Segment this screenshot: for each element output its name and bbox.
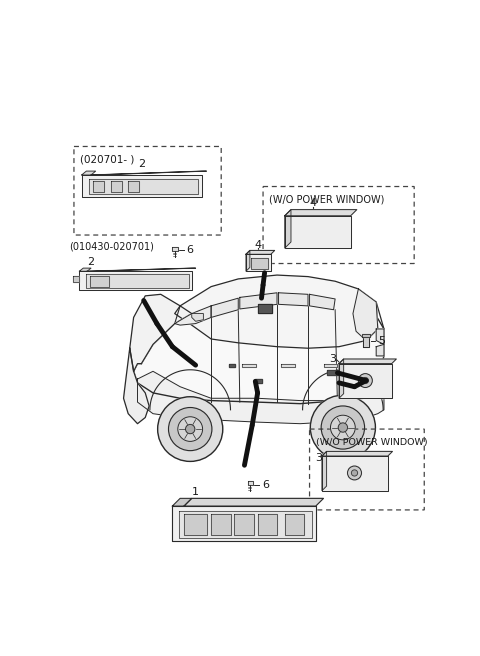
Polygon shape bbox=[281, 363, 295, 367]
Polygon shape bbox=[73, 276, 79, 282]
Text: 1: 1 bbox=[192, 487, 199, 497]
Polygon shape bbox=[322, 451, 326, 491]
Circle shape bbox=[359, 374, 372, 388]
Polygon shape bbox=[285, 210, 357, 216]
Text: 2: 2 bbox=[87, 257, 95, 267]
Polygon shape bbox=[229, 363, 235, 367]
Polygon shape bbox=[310, 295, 335, 310]
Text: (010430-020701): (010430-020701) bbox=[69, 241, 154, 252]
Polygon shape bbox=[128, 181, 139, 192]
Text: (W/O POWER WINDOW): (W/O POWER WINDOW) bbox=[269, 194, 384, 204]
Polygon shape bbox=[79, 271, 192, 291]
Polygon shape bbox=[258, 514, 277, 535]
Polygon shape bbox=[85, 274, 189, 288]
Polygon shape bbox=[339, 363, 392, 398]
Text: 5: 5 bbox=[378, 335, 385, 346]
Polygon shape bbox=[172, 247, 178, 251]
Polygon shape bbox=[376, 344, 384, 356]
Text: 6: 6 bbox=[187, 245, 194, 255]
Polygon shape bbox=[234, 514, 254, 535]
Polygon shape bbox=[285, 210, 291, 248]
Polygon shape bbox=[240, 293, 277, 309]
Polygon shape bbox=[255, 379, 262, 383]
Polygon shape bbox=[246, 251, 275, 255]
Polygon shape bbox=[133, 296, 384, 403]
Polygon shape bbox=[192, 314, 204, 321]
Text: 4: 4 bbox=[310, 199, 317, 209]
Polygon shape bbox=[211, 298, 238, 318]
Polygon shape bbox=[179, 510, 312, 538]
Polygon shape bbox=[90, 276, 109, 287]
Circle shape bbox=[178, 417, 203, 441]
Polygon shape bbox=[175, 275, 378, 348]
Polygon shape bbox=[246, 255, 271, 271]
Polygon shape bbox=[258, 304, 272, 313]
Text: 2: 2 bbox=[138, 159, 145, 169]
Polygon shape bbox=[175, 306, 211, 325]
Polygon shape bbox=[363, 337, 369, 346]
Polygon shape bbox=[278, 293, 308, 306]
Polygon shape bbox=[339, 359, 344, 398]
Circle shape bbox=[168, 407, 212, 451]
Polygon shape bbox=[248, 481, 253, 485]
Polygon shape bbox=[184, 514, 207, 535]
Polygon shape bbox=[91, 171, 206, 175]
Polygon shape bbox=[82, 175, 202, 197]
Polygon shape bbox=[89, 179, 198, 194]
Text: 6: 6 bbox=[262, 480, 269, 489]
Text: 3: 3 bbox=[329, 354, 336, 364]
Polygon shape bbox=[285, 216, 350, 248]
Polygon shape bbox=[123, 348, 149, 424]
Text: (W/O POWER WINDOW): (W/O POWER WINDOW) bbox=[316, 438, 427, 447]
Polygon shape bbox=[79, 268, 91, 271]
Polygon shape bbox=[242, 363, 256, 367]
Polygon shape bbox=[353, 289, 378, 340]
Polygon shape bbox=[322, 451, 393, 456]
Polygon shape bbox=[376, 329, 384, 344]
Polygon shape bbox=[362, 335, 370, 337]
Circle shape bbox=[348, 466, 361, 480]
Polygon shape bbox=[184, 499, 324, 506]
Polygon shape bbox=[137, 371, 384, 424]
Circle shape bbox=[311, 395, 375, 460]
Polygon shape bbox=[322, 456, 388, 491]
Polygon shape bbox=[93, 181, 104, 192]
Polygon shape bbox=[285, 514, 304, 535]
Text: 4: 4 bbox=[255, 240, 262, 250]
Circle shape bbox=[338, 423, 348, 432]
Polygon shape bbox=[172, 506, 316, 541]
Polygon shape bbox=[324, 363, 337, 367]
Circle shape bbox=[321, 406, 365, 449]
Polygon shape bbox=[211, 514, 230, 535]
Text: 3: 3 bbox=[315, 453, 323, 463]
Polygon shape bbox=[172, 499, 192, 506]
Text: (020701- ): (020701- ) bbox=[80, 155, 134, 165]
Circle shape bbox=[186, 424, 195, 434]
Polygon shape bbox=[130, 295, 192, 371]
Circle shape bbox=[362, 377, 369, 384]
Circle shape bbox=[157, 397, 223, 461]
Circle shape bbox=[351, 470, 358, 476]
Polygon shape bbox=[82, 171, 96, 175]
Polygon shape bbox=[252, 258, 268, 269]
Polygon shape bbox=[246, 251, 250, 271]
Circle shape bbox=[330, 415, 355, 440]
Polygon shape bbox=[327, 370, 338, 375]
Polygon shape bbox=[111, 181, 122, 192]
Polygon shape bbox=[339, 359, 396, 363]
Polygon shape bbox=[87, 268, 196, 271]
